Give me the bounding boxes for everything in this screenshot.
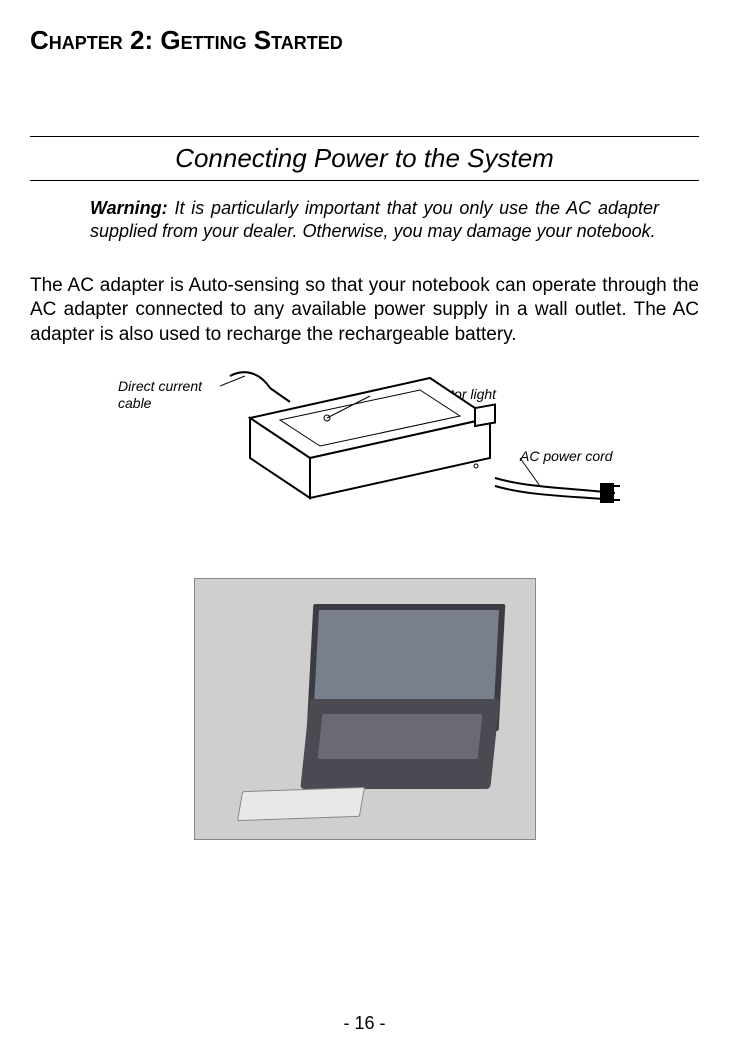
warning-paragraph: Warning: It is particularly important th… xyxy=(90,197,659,244)
warning-label: Warning: xyxy=(90,198,168,218)
laptop-keyboard-shape xyxy=(317,714,482,759)
adapter-diagram: Direct current cable Power indicator lig… xyxy=(30,358,699,538)
body-paragraph-1: The AC adapter is Auto-sensing so that y… xyxy=(30,274,699,348)
chapter-title-text: Chapter 2: Getting Started xyxy=(30,25,343,55)
page-number: - 16 - xyxy=(0,1013,729,1034)
chapter-title: Chapter 2: Getting Started xyxy=(30,25,699,56)
dc-cable-label: Direct current cable xyxy=(118,378,228,412)
section-title: Connecting Power to the System xyxy=(175,143,554,173)
warning-text: It is particularly important that you on… xyxy=(90,198,659,241)
laptop-photo xyxy=(194,578,536,840)
section-heading-box: Connecting Power to the System xyxy=(30,136,699,181)
adapter-photo-shape xyxy=(236,787,364,821)
page: Chapter 2: Getting Started Connecting Po… xyxy=(0,0,729,1054)
laptop-photo-wrap xyxy=(30,578,699,845)
adapter-illustration xyxy=(220,358,620,528)
